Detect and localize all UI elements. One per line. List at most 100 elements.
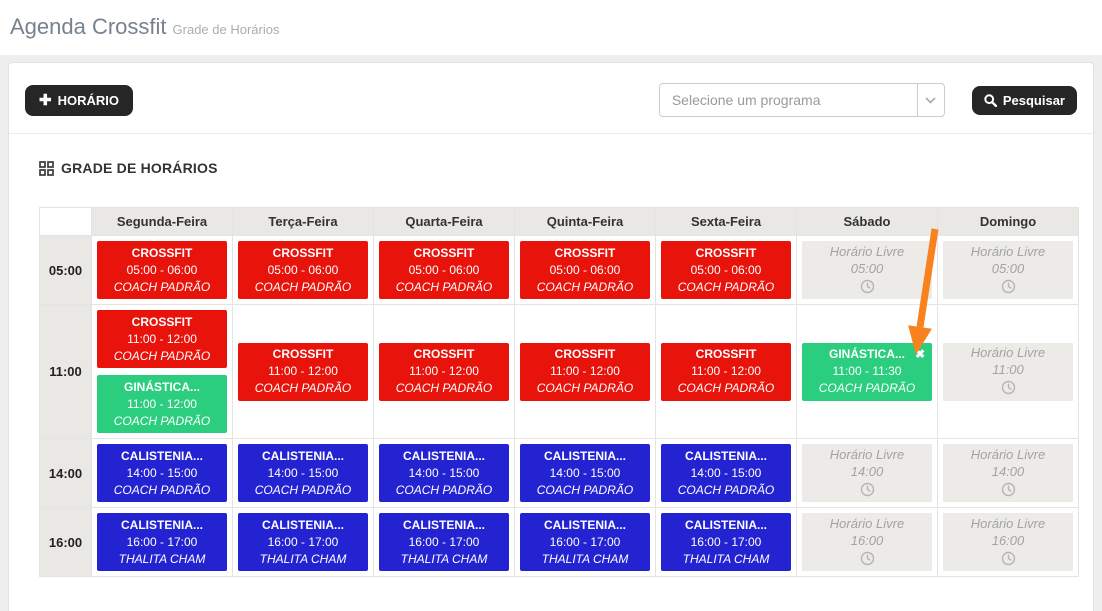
remove-class-icon[interactable]: ✖ — [914, 346, 925, 361]
class-block[interactable]: CALISTENIA... 14:00 - 15:00 COACH PADRÃO — [97, 444, 227, 502]
class-period: 05:00 - 06:00 — [126, 262, 198, 277]
class-block[interactable]: CALISTENIA... 14:00 - 15:00 COACH PADRÃO — [238, 444, 368, 502]
class-block[interactable]: CROSSFIT 05:00 - 06:00 COACH PADRÃO — [238, 241, 368, 299]
clock-icon — [860, 549, 875, 570]
search-button[interactable]: Pesquisar — [971, 85, 1077, 115]
class-coach: COACH PADRÃO — [113, 413, 211, 428]
schedule-cell: CALISTENIA... 14:00 - 15:00 COACH PADRÃO — [373, 438, 515, 508]
day-header: Sexta-Feira — [655, 207, 797, 236]
day-header: Sábado — [796, 207, 938, 236]
class-block[interactable]: CROSSFIT 11:00 - 12:00 COACH PADRÃO — [661, 342, 791, 401]
corner-cell — [39, 207, 92, 236]
class-block[interactable]: CALISTENIA... 16:00 - 17:00 THALITA CHAM — [520, 513, 650, 571]
class-block[interactable]: CALISTENIA... 16:00 - 17:00 THALITA CHAM — [97, 513, 227, 571]
free-slot[interactable]: Horário Livre 16:00 — [943, 513, 1073, 571]
page-header: Agenda Crossfit Grade de Horários — [0, 0, 1102, 55]
schedule-table: Segunda-Feira Terça-Feira Quarta-Feira Quin… — [39, 207, 1079, 577]
free-slot[interactable]: Horário Livre 05:00 — [943, 241, 1073, 299]
schedule-cell: GINÁSTICA... 11:00 - 11:30 COACH PADRÃO ✖ — [796, 304, 938, 439]
free-slot-period: 05:00 — [991, 260, 1025, 276]
schedule-cell: CROSSFIT 11:00 - 12:00 COACH PADRÃO — [232, 304, 374, 439]
free-slot-label: Horário Livre — [829, 243, 905, 259]
class-block[interactable]: CROSSFIT 11:00 - 12:00 COACH PADRÃO — [520, 342, 650, 401]
main-panel: ✚ HORÁRIO Selecione um programa Pesquisa… — [8, 62, 1094, 611]
schedule-cell: CALISTENIA... 14:00 - 15:00 COACH PADRÃO — [655, 438, 797, 508]
class-period: 14:00 - 15:00 — [408, 465, 480, 480]
schedule-cell: CROSSFIT 05:00 - 06:00 COACH PADRÃO — [232, 235, 374, 305]
class-coach: THALITA CHAM — [259, 551, 347, 566]
time-label: 16:00 — [39, 507, 92, 577]
class-coach: COACH PADRÃO — [395, 381, 493, 395]
schedule-cell: Horário Livre 16:00 — [796, 507, 938, 577]
schedule-cell: Horário Livre 16:00 — [937, 507, 1079, 577]
class-coach: THALITA CHAM — [400, 551, 488, 566]
schedule-cell: CROSSFIT 05:00 - 06:00 COACH PADRÃO — [655, 235, 797, 305]
schedule-cell: CALISTENIA... 16:00 - 17:00 THALITA CHAM — [91, 507, 233, 577]
class-title: CROSSFIT — [554, 245, 616, 260]
class-block[interactable]: CROSSFIT 11:00 - 12:00 COACH PADRÃO — [379, 342, 509, 401]
time-label: 14:00 — [39, 438, 92, 508]
schedule-cell: Horário Livre 05:00 — [796, 235, 938, 305]
day-header: Terça-Feira — [232, 207, 374, 236]
free-slot-label: Horário Livre — [970, 345, 1046, 360]
class-block[interactable]: CROSSFIT 05:00 - 06:00 COACH PADRÃO — [661, 241, 791, 299]
schedule-cell: Horário Livre 11:00 — [937, 304, 1079, 439]
search-icon — [984, 93, 997, 107]
class-block[interactable]: CALISTENIA... 14:00 - 15:00 COACH PADRÃO — [661, 444, 791, 502]
class-period: 11:00 - 12:00 — [127, 396, 197, 411]
grid-icon — [39, 160, 54, 176]
free-slot[interactable]: Horário Livre 14:00 — [943, 444, 1073, 502]
class-block[interactable]: GINÁSTICA... 11:00 - 11:30 COACH PADRÃO ✖ — [802, 342, 932, 401]
class-block[interactable]: CROSSFIT 11:00 - 12:00 COACH PADRÃO — [97, 310, 227, 368]
class-period: 11:00 - 11:30 — [832, 364, 902, 378]
section-heading-label: GRADE DE HORÁRIOS — [61, 160, 218, 176]
free-slot[interactable]: Horário Livre 14:00 — [802, 444, 932, 502]
clock-icon — [1001, 378, 1016, 399]
schedule-row: 05:00 CROSSFIT 05:00 - 06:00 COACH PADRÃO CR… — [39, 235, 1079, 305]
class-period: 16:00 - 17:00 — [549, 534, 621, 549]
search-button-label: Pesquisar — [1002, 92, 1065, 108]
class-period: 14:00 - 15:00 — [690, 465, 762, 480]
class-title: CROSSFIT — [131, 314, 193, 329]
schedule-cell: CALISTENIA... 14:00 - 15:00 COACH PADRÃO — [91, 438, 233, 508]
class-period: 11:00 - 12:00 — [550, 364, 620, 378]
class-title: CALISTENIA... — [261, 517, 344, 532]
schedule-area: Segunda-Feira Terça-Feira Quarta-Feira Quin… — [39, 207, 1079, 577]
class-block[interactable]: CROSSFIT 05:00 - 06:00 COACH PADRÃO — [520, 241, 650, 299]
schedule-cell: CALISTENIA... 14:00 - 15:00 COACH PADRÃO — [232, 438, 374, 508]
toolbar: ✚ HORÁRIO Selecione um programa Pesquisa… — [9, 63, 1093, 134]
free-slot[interactable]: Horário Livre 11:00 — [943, 342, 1073, 401]
schedule-cell: CALISTENIA... 16:00 - 17:00 THALITA CHAM — [655, 507, 797, 577]
class-block[interactable]: CALISTENIA... 14:00 - 15:00 COACH PADRÃO — [379, 444, 509, 502]
free-slot[interactable]: Horário Livre 05:00 — [802, 241, 932, 299]
class-block[interactable]: GINÁSTICA... 11:00 - 12:00 COACH PADRÃO — [97, 375, 227, 433]
class-period: 05:00 - 06:00 — [408, 262, 480, 277]
class-title: GINÁSTICA... — [123, 379, 200, 394]
free-slot-period: 16:00 — [850, 532, 884, 548]
class-block[interactable]: CALISTENIA... 14:00 - 15:00 COACH PADRÃO — [520, 444, 650, 502]
free-slot[interactable]: Horário Livre 16:00 — [802, 513, 932, 571]
class-block[interactable]: CALISTENIA... 16:00 - 17:00 THALITA CHAM — [379, 513, 509, 571]
class-coach: COACH PADRÃO — [254, 482, 352, 497]
class-period: 14:00 - 15:00 — [126, 465, 198, 480]
class-block[interactable]: CROSSFIT 05:00 - 06:00 COACH PADRÃO — [97, 241, 227, 299]
class-coach: COACH PADRÃO — [113, 279, 211, 294]
class-block[interactable]: CROSSFIT 05:00 - 06:00 COACH PADRÃO — [379, 241, 509, 299]
clock-icon — [860, 277, 875, 298]
class-title: CALISTENIA... — [684, 517, 767, 532]
class-coach: COACH PADRÃO — [677, 279, 775, 294]
add-horario-button[interactable]: ✚ HORÁRIO — [25, 84, 133, 116]
class-block[interactable]: CALISTENIA... 16:00 - 17:00 THALITA CHAM — [238, 513, 368, 571]
free-slot-label: Horário Livre — [829, 446, 905, 462]
class-block[interactable]: CALISTENIA... 16:00 - 17:00 THALITA CHAM — [661, 513, 791, 571]
class-period: 16:00 - 17:00 — [126, 534, 198, 549]
schedule-cell: CROSSFIT 11:00 - 12:00 COACH PADRÃO — [655, 304, 797, 439]
class-title: CALISTENIA... — [684, 448, 767, 463]
program-select[interactable]: Selecione um programa — [658, 83, 945, 117]
class-block[interactable]: CROSSFIT 11:00 - 12:00 COACH PADRÃO — [238, 342, 368, 401]
schedule-cell: CALISTENIA... 16:00 - 17:00 THALITA CHAM — [514, 507, 656, 577]
clock-icon — [860, 480, 875, 501]
class-period: 11:00 - 12:00 — [409, 364, 479, 378]
class-coach: COACH PADRÃO — [254, 279, 352, 294]
schedule-row: 16:00 CALISTENIA... 16:00 - 17:00 THALITA C… — [39, 507, 1079, 577]
